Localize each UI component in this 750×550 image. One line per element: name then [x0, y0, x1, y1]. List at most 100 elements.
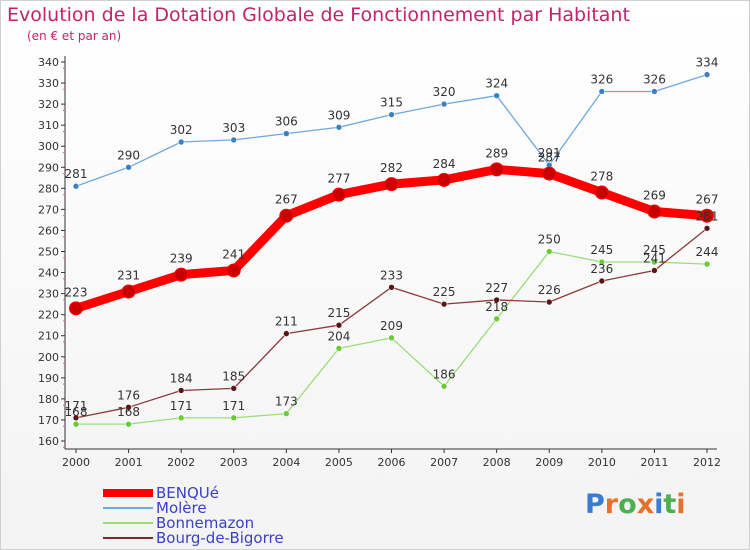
- y-tick-label: 220: [38, 309, 59, 322]
- data-point: [72, 420, 80, 428]
- data-label: 233: [380, 268, 403, 282]
- chart-legend: BENQUé Molère Bonnemazon Bourg-de-Bigorre: [103, 484, 363, 547]
- data-label: 168: [117, 405, 140, 419]
- chart-title: Evolution de la Dotation Globale de Fonc…: [7, 4, 630, 26]
- y-tick-label: 260: [38, 224, 59, 237]
- data-point: [384, 177, 399, 192]
- logo-letter: o: [618, 489, 637, 520]
- data-label: 186: [433, 367, 456, 381]
- data-point: [177, 414, 185, 422]
- legend-swatch: [103, 537, 153, 539]
- legend-swatch: [103, 522, 153, 524]
- legend-item: BENQUé: [103, 484, 363, 502]
- data-point: [700, 208, 714, 223]
- data-point: [651, 267, 658, 274]
- data-point: [388, 334, 395, 342]
- legend-item: Bourg-de-Bigorre: [103, 529, 363, 547]
- y-tick-label: 230: [38, 288, 59, 301]
- data-point: [703, 225, 711, 232]
- data-label: 245: [590, 243, 613, 257]
- legend-swatch: [103, 489, 153, 497]
- data-label: 302: [170, 123, 193, 137]
- data-point: [388, 111, 395, 118]
- y-tick-label: 300: [38, 140, 59, 153]
- data-label: 241: [643, 251, 666, 265]
- data-label: 245: [643, 243, 666, 257]
- data-point: [279, 208, 294, 223]
- data-label: 303: [222, 121, 245, 135]
- y-tick-label: 170: [38, 414, 59, 427]
- y-tick-label: 340: [38, 56, 59, 69]
- data-label: 306: [275, 115, 298, 129]
- data-point: [125, 163, 132, 171]
- data-label: 309: [327, 108, 350, 122]
- data-label: 244: [696, 245, 719, 259]
- y-tick-label: 160: [38, 435, 59, 448]
- logo-letter: i: [676, 489, 686, 520]
- legend-item: Molère: [103, 499, 363, 517]
- logo-letter: t: [663, 489, 677, 520]
- y-tick-label: 180: [38, 393, 59, 406]
- data-label: 185: [222, 369, 245, 383]
- data-point: [489, 162, 504, 177]
- data-point: [493, 315, 500, 323]
- data-label: 173: [275, 395, 298, 409]
- data-label: 326: [643, 72, 666, 86]
- data-point: [493, 92, 500, 99]
- x-tick-label: 2012: [693, 456, 721, 469]
- logo-letter: r: [604, 489, 619, 520]
- y-tick-label: 240: [38, 267, 59, 280]
- data-label: 269: [643, 188, 666, 202]
- data-point: [72, 182, 80, 190]
- data-point: [230, 136, 238, 144]
- y-tick-label: 210: [38, 330, 59, 343]
- data-point: [651, 258, 658, 266]
- data-point: [542, 166, 557, 181]
- data-point: [69, 301, 83, 316]
- data-label: 278: [590, 170, 613, 184]
- x-tick-label: 2006: [378, 456, 406, 469]
- logo-letter: x: [636, 489, 655, 520]
- x-tick-label: 2001: [115, 456, 143, 469]
- data-point: [545, 248, 553, 255]
- data-point: [226, 263, 241, 278]
- x-tick-label: 2000: [62, 456, 90, 469]
- data-point: [440, 382, 448, 390]
- y-tick-label: 200: [38, 351, 59, 364]
- data-label: 267: [696, 193, 719, 207]
- x-tick-label: 2008: [483, 456, 511, 469]
- data-label: 225: [433, 285, 456, 299]
- data-point: [335, 321, 343, 329]
- chart-subtitle: (en € et par an): [27, 29, 122, 43]
- data-point: [440, 300, 448, 308]
- data-point: [545, 298, 553, 306]
- legend-label: Molère: [156, 499, 207, 517]
- x-tick-label: 2007: [430, 456, 458, 469]
- data-point: [335, 123, 343, 131]
- data-label: 171: [222, 399, 245, 413]
- x-tick-label: 2011: [640, 456, 668, 469]
- data-point: [283, 330, 290, 337]
- data-label: 231: [117, 269, 140, 283]
- data-point: [594, 185, 609, 200]
- legend-swatch: [103, 507, 153, 509]
- data-label: 326: [590, 72, 613, 86]
- data-point: [72, 414, 80, 422]
- data-label: 289: [485, 146, 508, 160]
- legend-item: Bonnemazon: [103, 514, 363, 532]
- data-label: 277: [327, 172, 350, 186]
- y-tick-label: 330: [38, 77, 59, 90]
- data-label: 226: [538, 283, 561, 297]
- data-point: [177, 138, 185, 146]
- data-point: [437, 172, 452, 187]
- data-label: 241: [222, 247, 245, 261]
- x-tick-label: 2005: [325, 456, 353, 469]
- data-label: 176: [117, 388, 140, 402]
- data-point: [598, 258, 606, 266]
- data-label: 215: [327, 306, 350, 320]
- data-point: [283, 130, 290, 137]
- data-point: [703, 71, 711, 78]
- x-tick-label: 2009: [535, 456, 563, 469]
